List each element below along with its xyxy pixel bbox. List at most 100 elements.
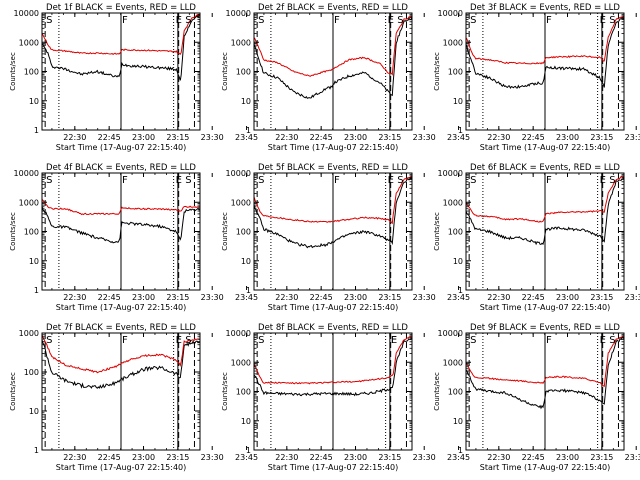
x-tick-label: 23:00	[556, 293, 579, 302]
x-tick-label: 23:30	[625, 453, 640, 462]
panel-title: Det 8f BLACK = Events, RED = LLD	[258, 323, 408, 333]
x-tick-label: 22:45	[98, 293, 121, 302]
x-axis-label: Start Time (17-Aug-07 22:15:40)	[268, 143, 399, 152]
series-events-line	[41, 13, 201, 81]
x-tick-label: 23:00	[132, 453, 155, 462]
y-tick-label: 1000	[443, 358, 463, 367]
series-events-line	[465, 176, 625, 246]
y-axis-label: Counts/sec	[221, 52, 229, 91]
event-marker-f: F	[334, 175, 340, 186]
y-tick-label: 1000	[231, 358, 251, 367]
panel-det-4: 1 10 100 1000 10000 22:30 22:45 23:00 23:15 23:30…	[9, 163, 258, 312]
panel-det-6: 1 10 100 1000 10000 22:30 22:45 23:00 23:15 23:30…	[433, 163, 640, 312]
x-tick-label: 22:45	[98, 133, 121, 142]
panel-title: Det 1f BLACK = Events, RED = LLD	[46, 3, 196, 13]
x-tick-label: 23:15	[590, 133, 613, 142]
x-tick-label: 22:45	[310, 293, 333, 302]
x-tick-label: 22:30	[275, 133, 298, 142]
event-marker-e: E	[600, 175, 606, 186]
event-marker-f: F	[546, 335, 552, 346]
x-tick-label: 23:15	[378, 293, 401, 302]
series-events-line	[465, 336, 625, 410]
series-events-line	[253, 176, 413, 249]
y-tick-label: 1	[34, 126, 39, 135]
x-axis-label: Start Time (17-Aug-07 22:15:40)	[56, 143, 187, 152]
y-tick-label: 10000	[14, 9, 39, 18]
series-lld-line	[465, 15, 625, 65]
y-tick-label: 1	[34, 446, 39, 455]
panel-det-3: 1 10 100 1000 10000 22:30 22:45 23:00 23:15 23:30…	[433, 3, 640, 152]
series-lld-line	[465, 175, 625, 223]
y-tick-label: 1	[458, 286, 463, 295]
series-lld-line	[465, 335, 625, 388]
series-events-line	[41, 206, 201, 244]
y-tick-label: 100	[24, 68, 39, 77]
panel-det-5: 1 10 100 1000 10000 22:30 22:45 23:00 23:15 23:30…	[221, 163, 470, 312]
panel-title: Det 3f BLACK = Events, RED = LLD	[470, 3, 620, 13]
series-lld-line	[253, 174, 413, 225]
x-tick-label: 23:15	[166, 293, 189, 302]
x-tick-label: 23:45	[235, 453, 258, 462]
series-lld-line	[41, 334, 201, 374]
x-tick-label: 23:45	[447, 293, 470, 302]
event-marker-e: E	[388, 15, 394, 26]
x-tick-label: 22:30	[487, 453, 510, 462]
event-marker-e: E	[176, 175, 182, 186]
y-tick-label: 10000	[226, 169, 251, 178]
event-marker-s: S	[258, 335, 264, 346]
x-tick-label: 23:45	[235, 133, 258, 142]
y-tick-label: 1000	[443, 198, 463, 207]
x-tick-label: 23:30	[413, 293, 436, 302]
event-marker-s: S	[46, 335, 52, 346]
panel-title: Det 9f BLACK = Events, RED = LLD	[470, 323, 620, 333]
panel-det-2: 1 10 100 1000 10000 22:30 22:45 23:00 23:15 23:30…	[221, 3, 470, 152]
event-marker-s: S	[397, 175, 403, 186]
event-marker-s: S	[258, 15, 264, 26]
event-marker-f: F	[334, 15, 340, 26]
panel-det-8: 1 10 100 1000 10000 22:30 22:45 23:00 23:15 23:30…	[221, 323, 470, 472]
event-marker-f: F	[122, 175, 128, 186]
event-marker-f: F	[122, 15, 128, 26]
series-events-line	[465, 16, 625, 89]
event-marker-s: S	[46, 15, 52, 26]
y-tick-label: 1	[246, 286, 251, 295]
series-lld-line	[253, 335, 413, 385]
x-tick-label: 23:15	[590, 453, 613, 462]
event-marker-e: E	[388, 175, 394, 186]
panel-title: Det 4f BLACK = Events, RED = LLD	[46, 163, 196, 173]
x-tick-label: 23:30	[201, 453, 224, 462]
event-marker-s: S	[470, 15, 476, 26]
x-axis-label: Start Time (17-Aug-07 22:15:40)	[268, 463, 399, 472]
y-tick-label: 10	[453, 257, 463, 266]
x-tick-label: 22:45	[310, 453, 333, 462]
y-tick-label: 100	[24, 228, 39, 237]
panel-det-7: 1 10 100 1000 22:30 22:45 23:00 23:15 23:30 23:45…	[9, 323, 258, 472]
y-axis-label: Counts/sec	[9, 372, 17, 411]
event-marker-s: S	[185, 15, 191, 26]
y-tick-label: 10000	[14, 169, 39, 178]
y-tick-label: 10	[241, 417, 251, 426]
x-tick-label: 23:45	[447, 133, 470, 142]
y-tick-label: 100	[236, 228, 251, 237]
panel-title: Det 7f BLACK = Events, RED = LLD	[46, 323, 196, 333]
event-marker-f: F	[391, 335, 397, 346]
y-axis-label: Counts/sec	[9, 52, 17, 91]
event-marker-s: S	[185, 175, 191, 186]
x-tick-label: 23:15	[166, 453, 189, 462]
x-tick-label: 23:45	[235, 293, 258, 302]
panel-title: Det 2f BLACK = Events, RED = LLD	[258, 3, 408, 13]
x-tick-label: 22:30	[275, 453, 298, 462]
y-tick-label: 1000	[231, 198, 251, 207]
y-tick-label: 1000	[19, 38, 39, 47]
panel-title: Det 6f BLACK = Events, RED = LLD	[470, 163, 620, 173]
x-tick-label: 22:45	[522, 293, 545, 302]
y-tick-label: 10	[241, 257, 251, 266]
x-tick-label: 22:30	[63, 453, 86, 462]
panel-det-1: 1 10 100 1000 10000 22:30 22:45 23:00 23:15 23:30…	[9, 3, 258, 152]
y-tick-label: 10000	[226, 329, 251, 338]
y-tick-label: 10	[241, 97, 251, 106]
y-axis-label: Counts/sec	[221, 372, 229, 411]
x-axis-label: Start Time (17-Aug-07 22:15:40)	[480, 463, 611, 472]
x-axis-label: Start Time (17-Aug-07 22:15:40)	[480, 303, 611, 312]
x-tick-label: 23:15	[590, 293, 613, 302]
